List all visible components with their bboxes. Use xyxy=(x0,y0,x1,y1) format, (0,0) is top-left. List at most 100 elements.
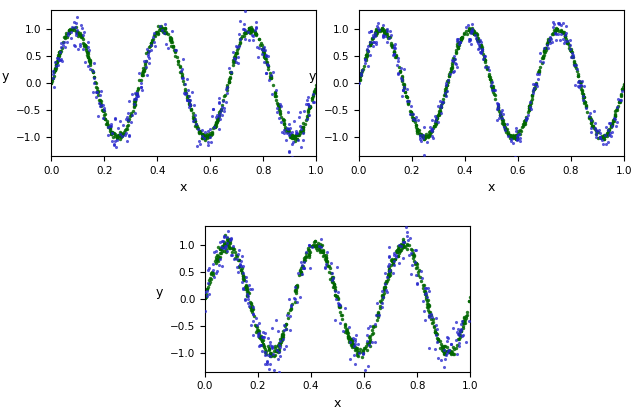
Point xyxy=(409,252,419,259)
Point xyxy=(386,32,396,38)
Point xyxy=(303,100,314,107)
Point xyxy=(484,74,495,81)
Point xyxy=(221,248,232,254)
Point xyxy=(126,119,136,125)
Point xyxy=(301,250,311,256)
Point xyxy=(423,301,433,308)
Point xyxy=(199,134,209,140)
Point xyxy=(476,39,486,46)
Point xyxy=(202,135,212,142)
Point xyxy=(401,224,412,230)
Point xyxy=(451,318,461,325)
Point xyxy=(372,317,382,323)
Point xyxy=(298,126,308,132)
Point xyxy=(396,74,406,80)
Point xyxy=(69,26,79,33)
Point xyxy=(364,338,374,345)
Point xyxy=(460,27,470,34)
Point xyxy=(554,21,564,27)
Point xyxy=(243,299,253,306)
Point xyxy=(305,103,315,110)
Point xyxy=(259,51,269,58)
Point xyxy=(308,98,319,105)
Point xyxy=(226,70,236,76)
Point xyxy=(371,26,381,33)
Point xyxy=(219,233,229,240)
Point xyxy=(378,26,388,32)
Point xyxy=(51,64,61,71)
Point xyxy=(427,126,437,132)
Point xyxy=(479,57,490,64)
Point xyxy=(355,348,365,355)
Point xyxy=(139,57,149,64)
Point xyxy=(511,128,522,134)
Point xyxy=(184,93,194,100)
Point xyxy=(408,116,418,122)
Point xyxy=(389,48,399,55)
Point xyxy=(100,116,111,122)
Point xyxy=(377,296,387,302)
Point xyxy=(487,83,497,90)
Point xyxy=(328,274,338,280)
Point xyxy=(499,125,509,132)
Point xyxy=(452,36,463,42)
Point xyxy=(370,338,380,345)
Point xyxy=(129,104,139,110)
Point xyxy=(456,34,467,41)
Point xyxy=(431,115,441,121)
Point xyxy=(278,117,288,123)
Point xyxy=(452,64,462,70)
Point xyxy=(332,293,342,299)
Point xyxy=(588,123,598,130)
Point xyxy=(465,26,475,33)
Point xyxy=(466,41,476,48)
Point xyxy=(490,95,500,102)
Point xyxy=(488,86,498,93)
Point xyxy=(316,249,326,255)
Point xyxy=(584,113,594,120)
Point xyxy=(166,38,177,45)
Point xyxy=(384,253,394,260)
Point xyxy=(255,41,266,48)
Point xyxy=(607,121,617,127)
Point xyxy=(330,287,340,294)
Point xyxy=(305,242,315,249)
Point xyxy=(211,260,221,266)
Point xyxy=(498,121,508,127)
Point xyxy=(268,81,278,88)
Point xyxy=(221,240,232,247)
Point xyxy=(347,342,357,349)
Point xyxy=(253,342,264,349)
Point xyxy=(332,294,342,301)
Point xyxy=(456,328,466,334)
Point xyxy=(530,81,540,88)
Point xyxy=(88,74,99,81)
Point xyxy=(349,338,360,344)
Point xyxy=(363,363,373,370)
Point xyxy=(520,116,531,123)
Point xyxy=(139,67,149,74)
Point xyxy=(394,241,404,248)
Point xyxy=(283,126,293,133)
Point xyxy=(467,26,477,33)
Point xyxy=(95,92,106,98)
Point xyxy=(525,99,535,105)
Point xyxy=(566,49,577,55)
Point xyxy=(560,34,570,40)
Point xyxy=(388,249,399,256)
Point xyxy=(202,131,212,138)
Point xyxy=(262,342,273,349)
Point xyxy=(51,63,61,69)
Point xyxy=(562,39,572,46)
Point xyxy=(388,270,399,277)
Point xyxy=(479,53,489,59)
Point xyxy=(182,95,192,102)
Point xyxy=(316,246,326,253)
Point xyxy=(466,27,476,34)
Point xyxy=(617,86,627,93)
Point xyxy=(132,88,142,95)
Point xyxy=(218,242,228,249)
Point xyxy=(362,47,372,54)
Point xyxy=(225,65,235,72)
Point xyxy=(246,24,257,30)
